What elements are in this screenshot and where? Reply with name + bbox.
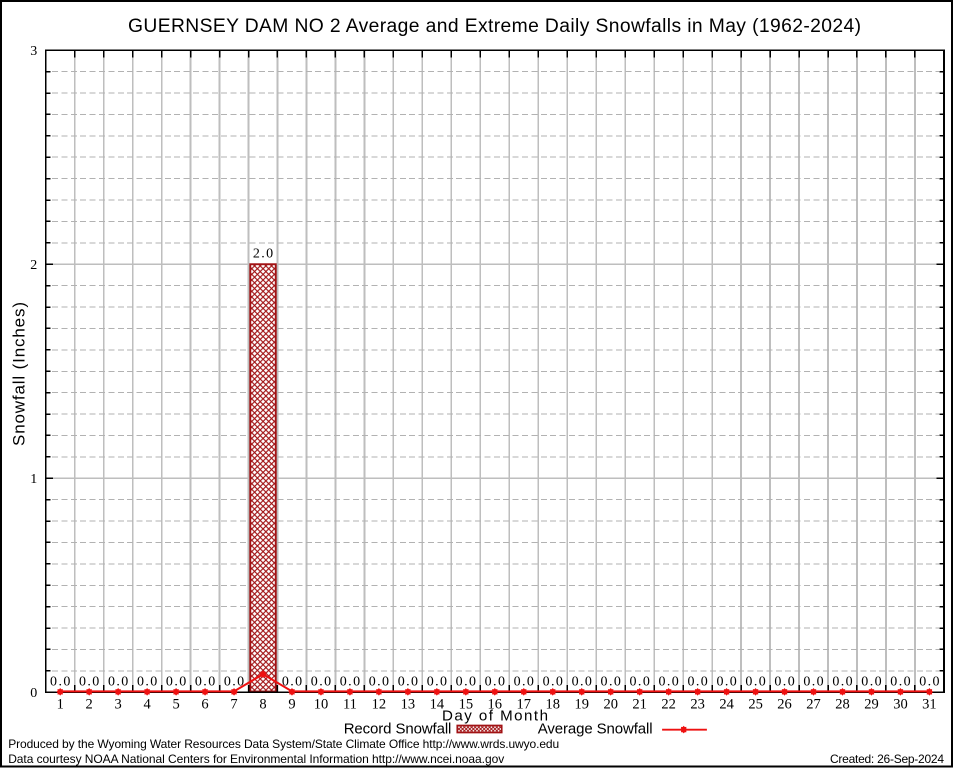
svg-text:6: 6 (201, 697, 208, 713)
svg-text:0.0: 0.0 (514, 675, 534, 690)
svg-text:0.0: 0.0 (861, 675, 881, 690)
svg-text:26: 26 (777, 697, 792, 713)
svg-text:24: 24 (719, 697, 734, 713)
svg-text:Snowfall (Inches): Snowfall (Inches) (10, 302, 29, 446)
svg-text:18: 18 (546, 697, 561, 713)
svg-text:22: 22 (661, 697, 676, 713)
svg-text:28: 28 (835, 697, 850, 713)
svg-text:21: 21 (632, 697, 647, 713)
svg-text:0.0: 0.0 (543, 675, 563, 690)
svg-text:0.0: 0.0 (890, 675, 910, 690)
svg-text:7: 7 (230, 697, 237, 713)
svg-text:Created: 26-Sep-2024: Created: 26-Sep-2024 (830, 752, 944, 766)
svg-text:0.0: 0.0 (369, 675, 389, 690)
svg-text:23: 23 (690, 697, 705, 713)
svg-text:3: 3 (115, 697, 122, 713)
svg-text:Record Snowfall: Record Snowfall (344, 721, 452, 738)
svg-text:0.0: 0.0 (282, 675, 302, 690)
svg-text:0: 0 (30, 686, 37, 701)
svg-text:8: 8 (259, 697, 266, 713)
svg-text:0.0: 0.0 (630, 675, 650, 690)
svg-text:0.0: 0.0 (659, 675, 679, 690)
svg-text:0.0: 0.0 (687, 675, 707, 690)
svg-text:2.0: 2.0 (253, 247, 273, 262)
svg-text:2: 2 (86, 697, 93, 713)
svg-text:14: 14 (430, 697, 445, 713)
svg-text:0.0: 0.0 (716, 675, 736, 690)
svg-text:0.0: 0.0 (50, 675, 70, 690)
svg-text:12: 12 (372, 697, 387, 713)
svg-text:13: 13 (401, 697, 416, 713)
svg-text:15: 15 (459, 697, 474, 713)
svg-text:20: 20 (603, 697, 618, 713)
svg-text:Average Snowfall: Average Snowfall (538, 721, 653, 738)
svg-text:0.0: 0.0 (774, 675, 794, 690)
svg-text:0.0: 0.0 (195, 675, 215, 690)
svg-text:0.0: 0.0 (398, 675, 418, 690)
svg-text:5: 5 (172, 697, 179, 713)
svg-text:10: 10 (314, 697, 329, 713)
svg-text:GUERNSEY DAM NO 2 Average and: GUERNSEY DAM NO 2 Average and Extreme Da… (128, 16, 861, 37)
svg-text:0.0: 0.0 (485, 675, 505, 690)
svg-text:Day of Month: Day of Month (442, 708, 548, 725)
svg-text:0.0: 0.0 (803, 675, 823, 690)
svg-text:0.0: 0.0 (919, 675, 939, 690)
svg-text:11: 11 (343, 697, 357, 713)
svg-text:0.0: 0.0 (79, 675, 99, 690)
svg-text:16: 16 (488, 697, 503, 713)
svg-text:0.0: 0.0 (572, 675, 592, 690)
svg-text:17: 17 (517, 697, 532, 713)
svg-text:3: 3 (30, 44, 37, 59)
svg-text:1: 1 (30, 472, 37, 487)
svg-text:Data courtesy NOAA National Ce: Data courtesy NOAA National Centers for … (8, 752, 504, 766)
svg-text:0.0: 0.0 (108, 675, 128, 690)
svg-text:0.0: 0.0 (224, 675, 244, 690)
svg-text:30: 30 (893, 697, 908, 713)
svg-text:0.0: 0.0 (340, 675, 360, 690)
svg-text:9: 9 (288, 697, 295, 713)
svg-text:29: 29 (864, 697, 879, 713)
svg-text:25: 25 (748, 697, 763, 713)
svg-text:0.0: 0.0 (166, 675, 186, 690)
svg-text:0.0: 0.0 (137, 675, 157, 690)
svg-text:0.0: 0.0 (832, 675, 852, 690)
svg-text:0.0: 0.0 (311, 675, 331, 690)
svg-text:Produced by the Wyoming Water: Produced by the Wyoming Water Resources … (8, 737, 559, 751)
svg-text:0.0: 0.0 (601, 675, 621, 690)
svg-text:0.0: 0.0 (745, 675, 765, 690)
svg-text:4: 4 (143, 697, 151, 713)
svg-text:31: 31 (922, 697, 937, 713)
svg-text:0.0: 0.0 (456, 675, 476, 690)
svg-text:2: 2 (30, 258, 37, 273)
svg-text:1: 1 (57, 697, 64, 713)
svg-text:0.0: 0.0 (427, 675, 447, 690)
svg-text:19: 19 (574, 697, 589, 713)
svg-text:27: 27 (806, 697, 821, 713)
